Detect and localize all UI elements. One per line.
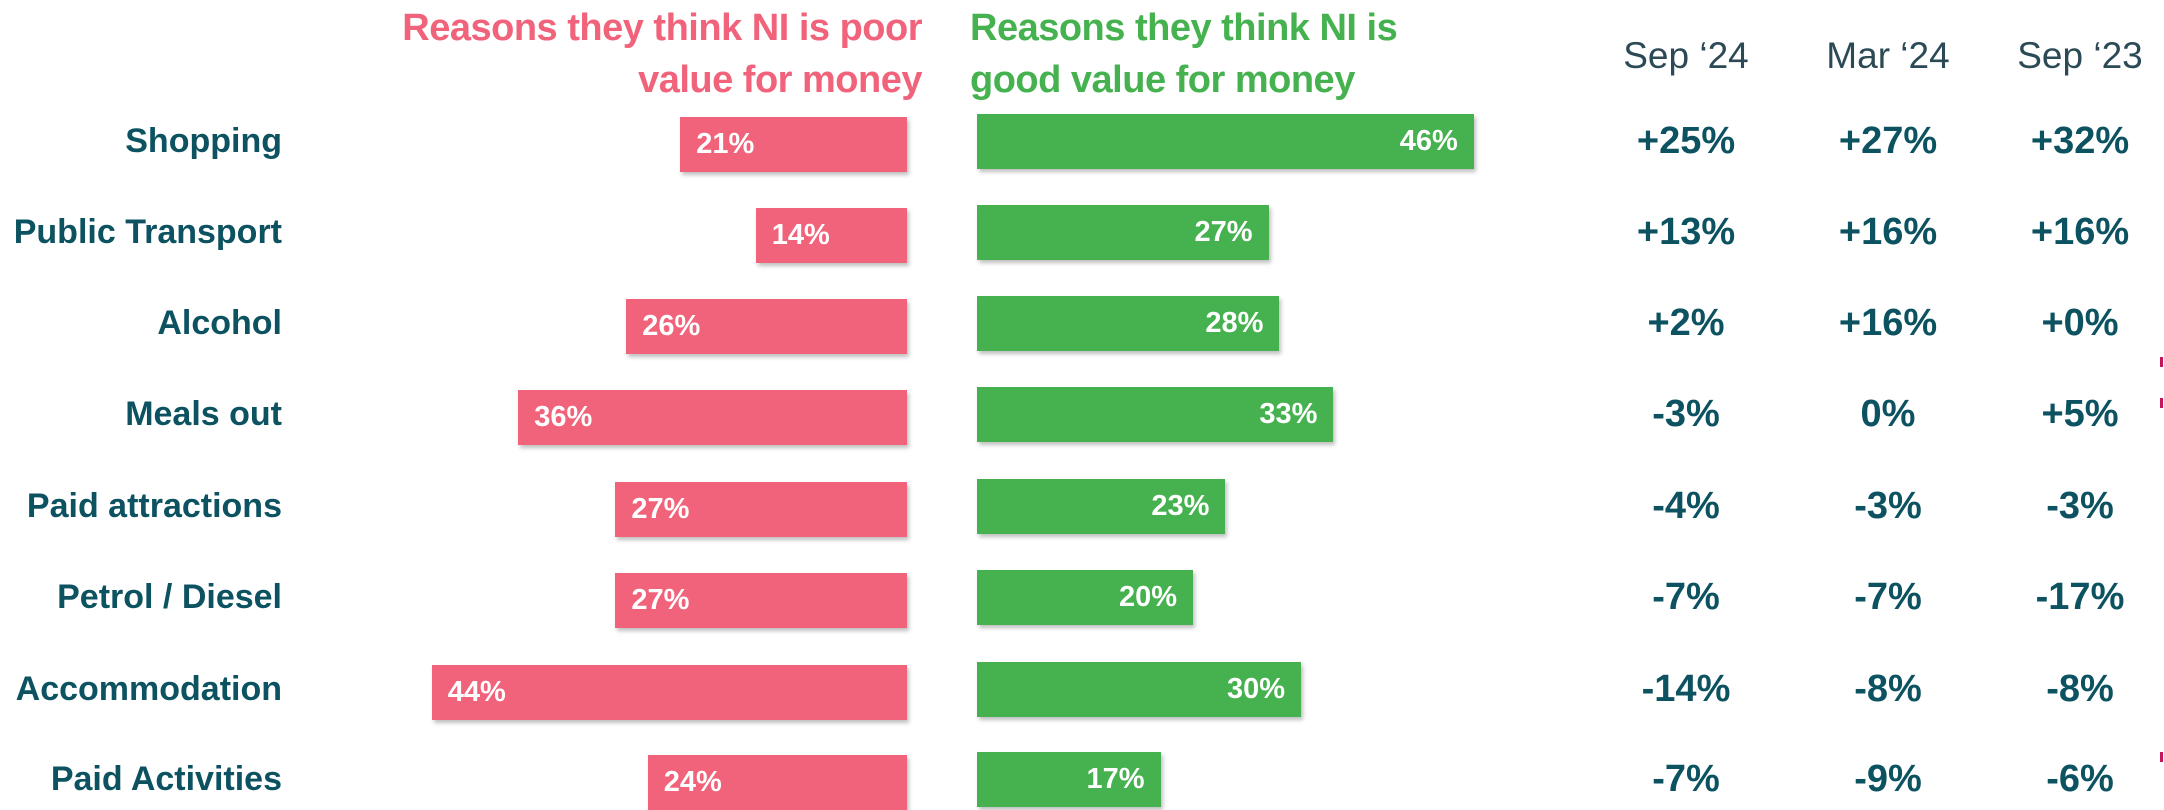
category-label-shopping: Shopping <box>125 122 282 160</box>
net-change-public-transport-sep-24: +13% <box>1636 211 1736 253</box>
poor-value-bar-shopping <box>680 116 907 172</box>
net-change-paid-attractions-sep-24: -4% <box>1652 485 1720 527</box>
net-change-paid-activities-mar-24: -9% <box>1854 758 1922 800</box>
poor-value-label-alcohol: 26% <box>642 309 701 342</box>
net-change-petrol-diesel-mar-24: -7% <box>1854 576 1922 618</box>
poor-value-label-petrol-diesel: 27% <box>631 583 690 616</box>
edge-mark-mid <box>2160 398 2163 408</box>
good-value-label-public-transport: 27% <box>1194 216 1253 248</box>
good-value-bar-paid-activities <box>977 752 1161 807</box>
poor-value-header-line1: Reasons they think NI is poor <box>402 7 922 49</box>
category-label-accommodation: Accommodation <box>15 670 282 708</box>
good-value-bar-public-transport <box>977 205 1269 260</box>
category-label-alcohol: Alcohol <box>157 304 282 342</box>
net-change-accommodation-sep-24: -14% <box>1641 668 1731 710</box>
net-change-meals-out-sep-23: +5% <box>2041 393 2119 435</box>
poor-value-label-paid-attractions: 27% <box>631 492 690 525</box>
net-change-paid-activities-sep-23: -6% <box>2046 758 2114 800</box>
net-change-shopping-mar-24: +27% <box>1838 120 1938 162</box>
net-change-accommodation-mar-24: -8% <box>1854 668 1922 710</box>
poor-value-header: Reasons they think NI is poor value for … <box>370 2 922 106</box>
good-value-label-alcohol: 28% <box>1205 307 1264 339</box>
net-change-accommodation-sep-23: -8% <box>2046 668 2114 710</box>
net-change-alcohol-sep-24: +2% <box>1647 302 1725 344</box>
good-value-label-paid-attractions: 23% <box>1151 490 1210 522</box>
poor-value-label-meals-out: 36% <box>534 400 593 433</box>
good-value-bar-meals-out <box>977 387 1334 442</box>
poor-value-bar-paid-attractions <box>615 481 907 537</box>
poor-value-label-shopping: 21% <box>696 127 755 160</box>
good-value-bar-accommodation <box>977 662 1301 717</box>
category-label-public-transport: Public Transport <box>13 213 282 251</box>
good-value-header: Reasons they think NI is good value for … <box>970 2 1490 106</box>
category-label-petrol-diesel: Petrol / Diesel <box>57 578 282 616</box>
good-value-label-paid-activities: 17% <box>1086 763 1145 795</box>
net-change-meals-out-mar-24: 0% <box>1860 393 1916 435</box>
net-change-shopping-sep-23: +32% <box>2030 120 2130 162</box>
good-value-bar-alcohol <box>977 296 1280 351</box>
period-header-sep-24: Sep ‘24 <box>1623 35 1749 76</box>
poor-value-label-accommodation: 44% <box>447 675 506 708</box>
net-change-alcohol-mar-24: +16% <box>1838 302 1938 344</box>
category-label-meals-out: Meals out <box>125 395 282 433</box>
poor-value-bar-meals-out <box>518 389 907 445</box>
good-value-header-line1: Reasons they think NI is <box>970 7 1398 49</box>
poor-value-bar-alcohol <box>626 298 907 354</box>
good-value-header-line2: good value for money <box>970 59 1355 101</box>
period-header-mar-24: Mar ‘24 <box>1826 35 1950 76</box>
net-change-alcohol-sep-23: +0% <box>2041 302 2119 344</box>
good-value-label-meals-out: 33% <box>1259 398 1318 430</box>
edge-mark-bottom <box>2160 752 2163 762</box>
good-value-bar-paid-attractions <box>977 479 1226 534</box>
net-change-public-transport-sep-23: +16% <box>2030 211 2130 253</box>
good-value-label-shopping: 46% <box>1399 125 1458 157</box>
category-label-paid-attractions: Paid attractions <box>26 487 282 525</box>
edge-mark-top <box>2160 357 2163 367</box>
net-change-shopping-sep-24: +25% <box>1636 120 1736 162</box>
poor-value-header-line2: value for money <box>638 59 922 101</box>
good-value-label-petrol-diesel: 20% <box>1118 581 1177 613</box>
net-change-public-transport-mar-24: +16% <box>1838 211 1938 253</box>
poor-value-label-paid-activities: 24% <box>663 765 722 798</box>
period-header-sep-23: Sep ‘23 <box>2017 35 2143 76</box>
net-change-petrol-diesel-sep-23: -17% <box>2035 576 2125 618</box>
good-value-bar-petrol-diesel <box>977 570 1193 625</box>
category-label-paid-activities: Paid Activities <box>50 760 282 798</box>
good-value-bar-shopping <box>977 114 1474 169</box>
poor-value-bar-petrol-diesel <box>615 572 907 628</box>
good-value-label-accommodation: 30% <box>1226 673 1285 705</box>
poor-value-bar-public-transport <box>755 207 907 263</box>
net-change-paid-attractions-sep-23: -3% <box>2046 485 2114 527</box>
net-change-petrol-diesel-sep-24: -7% <box>1652 576 1720 618</box>
net-change-paid-activities-sep-24: -7% <box>1652 758 1720 800</box>
net-change-paid-attractions-mar-24: -3% <box>1854 485 1922 527</box>
net-change-meals-out-sep-24: -3% <box>1652 393 1720 435</box>
poor-value-bar-accommodation <box>431 664 907 720</box>
poor-value-label-public-transport: 14% <box>771 218 830 251</box>
poor-value-bar-paid-activities <box>647 754 907 810</box>
